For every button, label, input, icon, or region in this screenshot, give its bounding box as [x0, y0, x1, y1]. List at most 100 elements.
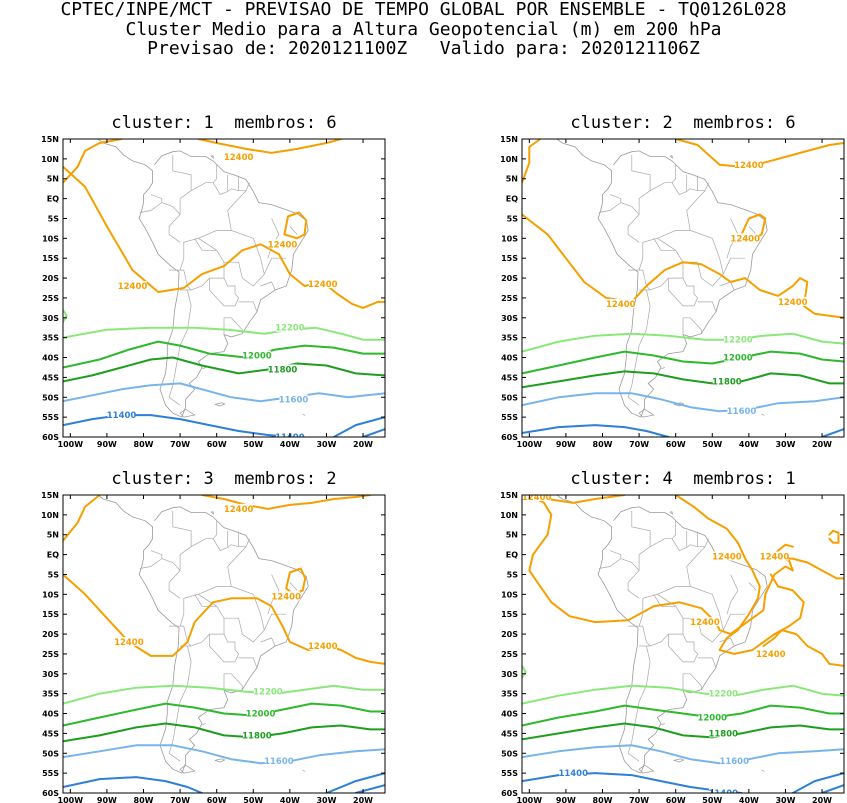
contour-12200	[522, 664, 527, 679]
contour-12400	[674, 495, 805, 655]
island	[214, 758, 226, 763]
lon-tick-label: 80W	[593, 440, 613, 448]
lat-tick-label: 35S	[42, 690, 59, 699]
panel-3-title: cluster: 3 membros: 2	[111, 469, 337, 489]
contour-label-12400: 12400	[730, 234, 760, 244]
contour-label-12400: 12400	[712, 553, 742, 563]
lat-tick-label: 40S	[501, 710, 518, 719]
contour-11400	[332, 416, 385, 437]
country-border	[224, 673, 243, 690]
map-frame	[521, 138, 845, 438]
contour-label-12000: 12000	[697, 714, 727, 724]
country-border	[168, 510, 192, 599]
contour-label-12400: 12400	[778, 298, 808, 308]
lat-tick-label: 5N	[47, 531, 59, 540]
contour-label-12400: 12400	[224, 505, 254, 515]
country-border	[161, 202, 181, 215]
lat-tick-label: 15S	[42, 610, 59, 619]
contour-label-11600: 11600	[727, 407, 757, 417]
country-border	[263, 613, 287, 631]
lat-tick-label: 15N	[500, 135, 518, 144]
island	[179, 764, 196, 774]
lat-tick-label: 45S	[42, 729, 59, 738]
lat-tick-label: 50S	[42, 393, 59, 402]
country-border	[697, 657, 717, 668]
lon-tick-label: 100W	[517, 796, 543, 803]
contour-12400	[773, 557, 844, 580]
contour-12400	[63, 495, 101, 542]
island	[179, 408, 196, 418]
lon-tick-label: 40W	[280, 440, 300, 448]
country-border	[653, 238, 676, 251]
country-border	[671, 182, 709, 196]
island	[302, 413, 306, 416]
country-border	[719, 281, 735, 291]
country-border	[683, 673, 702, 690]
lat-tick-label: 5N	[506, 175, 518, 184]
panel-1-title: cluster: 1 membros: 6	[111, 113, 337, 133]
lon-tick-label: 70W	[170, 440, 190, 448]
lat-tick-label: 10N	[500, 155, 518, 164]
lon-tick-label: 70W	[170, 796, 190, 803]
country-border	[169, 237, 225, 291]
lat-tick-label: 25S	[42, 294, 59, 303]
lat-tick-label: 10S	[501, 234, 518, 243]
contour-label-12200: 12200	[275, 324, 305, 334]
lon-tick-label: 30W	[775, 440, 795, 448]
country-border	[668, 277, 699, 307]
lat-tick-label: 50S	[501, 749, 518, 758]
lon-tick-label: 90W	[97, 440, 117, 448]
contour-label-12400: 12400	[118, 282, 148, 292]
lat-tick-label: 5N	[47, 175, 59, 184]
contour-12400	[762, 629, 844, 667]
country-border	[627, 645, 651, 762]
contour-11600	[522, 744, 844, 765]
lat-tick-label: 15N	[41, 135, 59, 144]
contour-12200	[522, 684, 844, 705]
country-border	[628, 593, 684, 647]
contour-label-11600: 11600	[719, 757, 749, 767]
contour-12200	[63, 684, 385, 705]
island	[202, 723, 206, 726]
lon-tick-label: 100W	[517, 440, 543, 448]
coastline	[556, 139, 768, 418]
contour-label-12400: 12400	[308, 280, 338, 290]
contour-12000	[522, 350, 844, 375]
lat-tick-label: 20S	[501, 274, 518, 283]
lon-tick-label: 80W	[134, 796, 154, 803]
lon-tick-label: 30W	[316, 796, 336, 803]
contour-label-12400: 12400	[756, 650, 786, 660]
lat-tick-label: 5N	[506, 531, 518, 540]
lat-tick-label: 30S	[501, 314, 518, 323]
lon-tick-label: 50W	[243, 440, 263, 448]
country-border	[668, 633, 699, 663]
country-border	[701, 238, 724, 287]
contour-11800	[63, 722, 385, 743]
lon-tick-label: 100W	[58, 440, 84, 448]
lat-tick-label: 25S	[501, 294, 518, 303]
lon-tick-label: 60W	[666, 796, 686, 803]
contour-12400	[201, 495, 372, 510]
country-border	[620, 202, 640, 215]
contour-label-12400: 12400	[522, 493, 552, 503]
country-border	[657, 230, 713, 239]
country-border	[719, 637, 735, 647]
lat-tick-label: EQ	[47, 551, 59, 560]
header-subtitle: Cluster Medio para a Altura Geopotencial…	[125, 19, 722, 40]
country-border	[748, 582, 757, 591]
country-border	[227, 546, 247, 587]
lat-tick-label: 35S	[501, 690, 518, 699]
island	[214, 402, 226, 407]
contour-11400	[354, 784, 385, 793]
panel-4-title: cluster: 4 membros: 1	[570, 469, 796, 489]
country-border	[683, 317, 702, 334]
contour-label-11600: 11600	[279, 395, 309, 405]
lat-tick-label: 15N	[41, 491, 59, 500]
lat-tick-label: 30S	[42, 314, 59, 323]
panel-4-map: 12400 12400 12400 12400 12400 12200 12000 11800…	[500, 491, 845, 803]
contour-11800	[522, 370, 844, 389]
panel-2-map: 12400 12400 12400 12400 12200 12000 11800 11600…	[500, 135, 845, 448]
lat-tick-label: 45S	[501, 373, 518, 382]
contour-label-12400: 12400	[114, 638, 144, 648]
lon-tick-label: 40W	[739, 796, 759, 803]
